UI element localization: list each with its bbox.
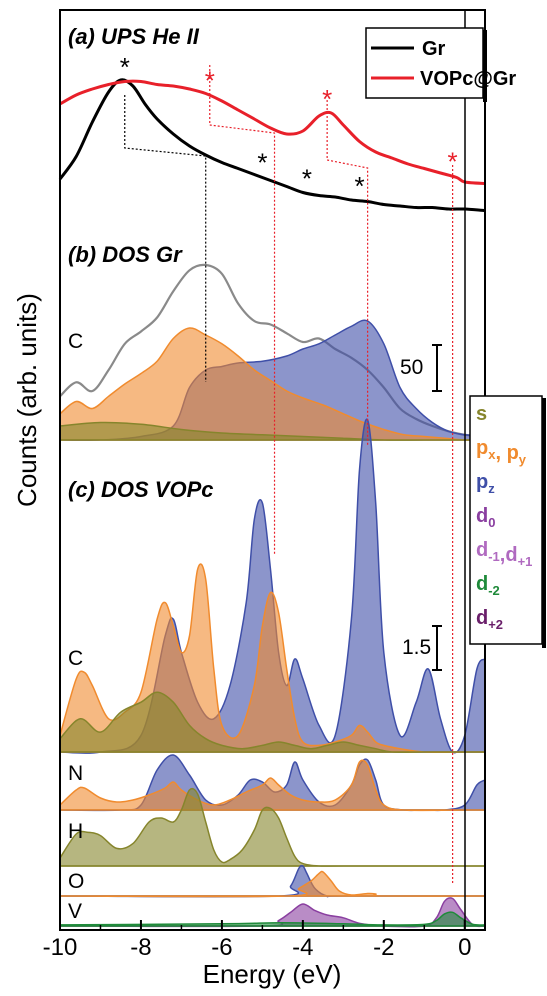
series-gr-c-px-py (59, 327, 486, 441)
series-gr-c-s (59, 421, 485, 441)
series-vopc-n-px-py (59, 759, 485, 812)
plot-area (58, 78, 486, 928)
legend-orbitals-shadow (542, 398, 546, 648)
element-label-h: H (68, 820, 83, 843)
x-axis-ticks: -10 -8 -6 -4 -2 0 (43, 920, 471, 961)
element-label-v: V (68, 900, 82, 923)
series-gr-ups (58, 78, 486, 212)
x-tick-label-1: -8 (130, 934, 151, 961)
legend-orbital-6: d+2 (476, 607, 503, 632)
peak-star-gr-2: * (302, 163, 312, 193)
legend-orbital-5: d-2 (476, 573, 500, 598)
peak-star-gr-3: * (354, 171, 364, 201)
series-vopc-c-s (59, 691, 485, 754)
x-tick-label-0: -10 (43, 934, 78, 961)
peak-star-gr-0: * (120, 52, 130, 82)
legend-orbital-2: pz (476, 471, 495, 496)
peak-markers: * * * * * * * (120, 52, 458, 201)
x-tick-label-3: -4 (292, 934, 313, 961)
x-axis-title: Energy (eV) (203, 959, 342, 989)
panel-b-title: (b) DOS Gr (68, 242, 183, 267)
series-vopc-v-d-2 (59, 911, 486, 927)
guide-red-0 (209, 65, 276, 555)
peak-star-vopc-gr-2: * (448, 146, 458, 176)
legend-orbital-4: d-1,d+1 (476, 539, 532, 569)
peak-star-vopc-gr-0: * (205, 65, 215, 95)
scale-bar-b-label: 50 (400, 356, 423, 379)
legend-orbital-0: s (476, 403, 487, 425)
panel-a-title: (a) UPS He II (68, 24, 200, 49)
legend-orbital-1: px, py (476, 437, 527, 467)
legend-ups-box (365, 27, 484, 99)
legend-vopc-label: VOPc@Gr (420, 68, 516, 90)
legend-orbitals: s px, py pz d0 d-1,d+1 d-2 d+2 (469, 395, 546, 648)
x-tick-label-5: 0 (458, 934, 471, 961)
legend-ups-shadow (483, 30, 487, 102)
series-vopc-h-s (59, 787, 485, 867)
element-label-c: C (68, 647, 83, 670)
panel-b-element-label: C (68, 330, 83, 353)
panel-c-title: (c) DOS VOPc (68, 477, 213, 502)
guide-black-0 (124, 95, 207, 382)
peak-star-vopc-gr-1: * (322, 84, 332, 114)
element-label-o: O (68, 870, 84, 893)
scale-bar-c-label: 1.5 (402, 636, 431, 659)
y-axis-title: Counts (arb. units) (12, 293, 42, 507)
series-vopc-o-px-py (59, 870, 486, 898)
element-label-n: N (68, 762, 83, 785)
peak-star-gr-1: * (257, 148, 267, 178)
guide-red-1 (326, 100, 369, 445)
series-vopc-o-pz (59, 864, 485, 898)
legend-orbitals-box (469, 395, 543, 645)
series-vopc-gr-ups (59, 79, 486, 185)
legend-ups: Gr VOPc@Gr (365, 27, 516, 102)
x-tick-label-4: -2 (373, 934, 394, 961)
guide-lines (124, 65, 454, 885)
x-tick-label-2: -6 (211, 934, 232, 961)
legend-orbital-3: d0 (476, 505, 495, 530)
legend-gr-label: Gr (422, 38, 446, 60)
